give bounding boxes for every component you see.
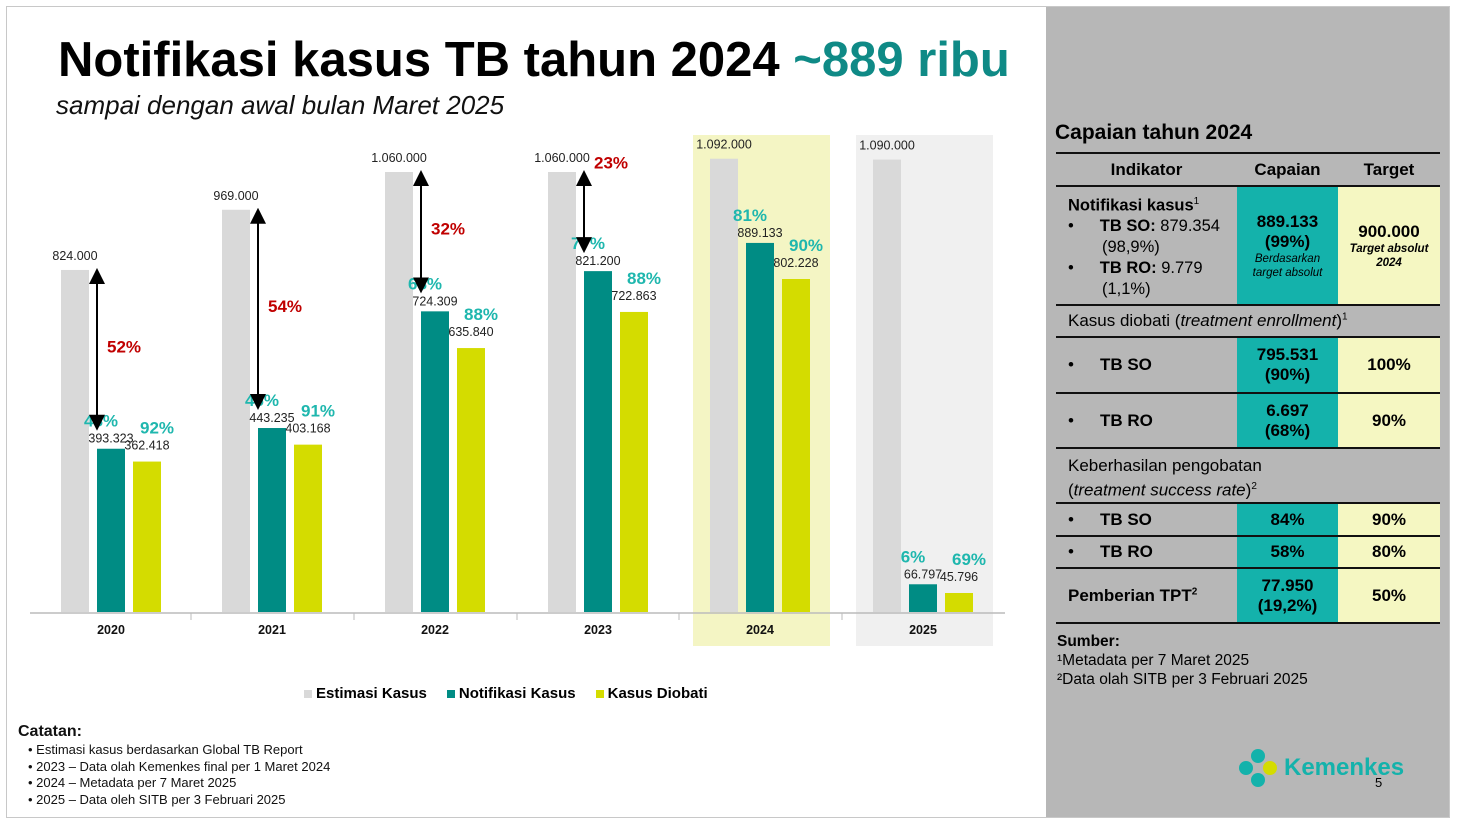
notes: Catatan: Estimasi kasus berdasarkan Glob… <box>18 723 330 808</box>
header-capaian: Capaian <box>1254 159 1321 179</box>
data-label: 824.000 <box>52 249 97 263</box>
table-row-success-so: • TB SO 84% 90% <box>1056 504 1440 537</box>
pct-label: 81% <box>733 206 767 225</box>
pct-label: 88% <box>627 269 661 288</box>
data-label: 802.228 <box>773 256 818 270</box>
note-item: Estimasi kasus berdasarkan Global TB Rep… <box>18 742 330 759</box>
header-indikator: Indikator <box>1110 159 1183 179</box>
bar-notifikasi-kasus-2025 <box>909 584 937 612</box>
bar-estimasi-kasus-2022 <box>385 172 413 612</box>
bar-kasus-diobati-2020 <box>133 461 161 612</box>
bar-kasus-diobati-2024 <box>782 278 810 612</box>
bar-kasus-diobati-2025 <box>945 592 973 612</box>
bar-estimasi-kasus-2021 <box>222 209 250 612</box>
bar-estimasi-kasus-2025 <box>873 159 901 612</box>
data-label: 889.133 <box>737 226 782 240</box>
legend-item-notifikasi: Notifikasi Kasus <box>446 685 576 702</box>
bar-notifikasi-kasus-2022 <box>421 311 449 612</box>
data-label: 724.309 <box>412 294 457 308</box>
gap-pct-label: 32% <box>431 220 465 239</box>
gap-pct-label: 23% <box>594 154 628 173</box>
data-label: 635.840 <box>448 325 493 339</box>
notes-title: Catatan: <box>18 723 83 740</box>
page-title: Notifikasi kasus TB tahun 2024 ~889 ribu <box>58 33 1010 87</box>
bar-kasus-diobati-2023 <box>620 311 648 612</box>
data-label: 443.235 <box>249 411 294 425</box>
bar-estimasi-kasus-2024 <box>710 158 738 612</box>
bar-notifikasi-kasus-2024 <box>746 242 774 613</box>
pct-label: 90% <box>789 236 823 255</box>
kemenkes-logo-icon <box>1239 749 1277 787</box>
page-subtitle: sampai dengan awal bulan Maret 2025 <box>56 90 505 120</box>
pct-label: 91% <box>301 402 335 421</box>
bar-notifikasi-kasus-2021 <box>258 428 286 612</box>
gap-pct-label: 54% <box>268 297 302 316</box>
table-row-tpt: Pemberian TPT2 77.950 (19,2%) 50% <box>1056 569 1440 624</box>
data-label: 1.092.000 <box>696 138 752 152</box>
panel-title: Capaian tahun 2024 <box>1055 121 1253 144</box>
note-item: 2024 – Metadata per 7 Maret 2025 <box>18 775 330 792</box>
pct-label: 88% <box>464 305 498 324</box>
data-label: 403.168 <box>285 422 330 436</box>
data-label: 1.090.000 <box>859 139 915 153</box>
gap-pct-label: 52% <box>107 337 141 356</box>
table-row-diobati-so: • TB SO 795.531 (90%) 100% <box>1056 338 1440 394</box>
pct-label: 6% <box>901 547 926 566</box>
page-number: 5 <box>1375 775 1383 790</box>
kemenkes-logo: Kemenkes <box>1238 748 1404 788</box>
table-section-diobati: Kasus diobati (treatment enrollment)1 <box>1056 306 1440 338</box>
note-item: 2023 – Data olah Kemenkes final per 1 Ma… <box>18 759 330 776</box>
table-row-notifikasi: Notifikasi kasus1 • TB SO: 879.354 (98,9%… <box>1056 187 1440 306</box>
x-tick-label: 2025 <box>909 623 937 637</box>
bar-notifikasi-kasus-2023 <box>584 271 612 612</box>
note-item: 2025 – Data oleh SITB per 3 Februari 202… <box>18 792 330 809</box>
chart-legend: Estimasi Kasus Notifikasi Kasus Kasus Di… <box>304 685 708 702</box>
data-label: 1.060.000 <box>371 151 427 165</box>
bar-kasus-diobati-2021 <box>294 444 322 612</box>
x-tick-label: 2020 <box>97 623 125 637</box>
data-label: 66.797 <box>904 567 942 581</box>
pct-label: 69% <box>952 550 986 569</box>
pct-label: 46% <box>245 391 279 410</box>
header-target: Target <box>1363 159 1415 179</box>
bar-estimasi-kasus-2023 <box>548 172 576 612</box>
x-tick-label: 2023 <box>584 623 612 637</box>
pct-label: 77% <box>571 234 605 253</box>
table-header: Indikator Capaian Target <box>1056 154 1440 187</box>
table-row-diobati-ro: • TB RO 6.697 (68%) 90% <box>1056 394 1440 449</box>
pct-label: 68% <box>408 274 442 293</box>
bar-notifikasi-kasus-2020 <box>97 448 125 612</box>
sources: Sumber: ¹Metadata per 7 Maret 2025 ²Data… <box>1057 633 1308 688</box>
pct-label: 92% <box>140 419 174 438</box>
data-label: 393.323 <box>88 432 133 446</box>
table-section-keberhasilan: Keberhasilan pengobatan (treatment succes… <box>1056 449 1440 504</box>
legend-item-estimasi: Estimasi Kasus <box>304 685 427 702</box>
legend-item-diobati: Kasus Diobati <box>595 685 708 702</box>
data-label: 969.000 <box>213 189 258 203</box>
pct-label: 48% <box>84 412 118 431</box>
data-label: 45.796 <box>940 570 978 584</box>
x-tick-label: 2021 <box>258 623 286 637</box>
bar-kasus-diobati-2022 <box>457 348 485 612</box>
table-row-success-ro: • TB RO 58% 80% <box>1056 537 1440 569</box>
bar-estimasi-kasus-2020 <box>61 269 89 612</box>
data-label: 722.863 <box>611 289 656 303</box>
data-label: 821.200 <box>575 254 620 268</box>
data-label: 362.418 <box>124 439 169 453</box>
data-label: 1.060.000 <box>534 151 590 165</box>
x-tick-label: 2024 <box>746 623 774 637</box>
x-tick-label: 2022 <box>421 623 449 637</box>
